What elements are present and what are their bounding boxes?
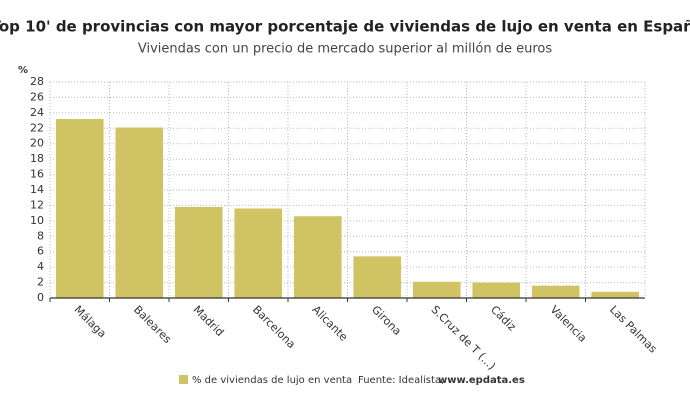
bar (412, 281, 461, 298)
y-tick-label: 22 (30, 121, 44, 134)
source-link: www.epdata.es (438, 375, 525, 386)
bar (591, 291, 640, 298)
x-tick-label: Girona (369, 303, 404, 338)
y-tick-label: 10 (30, 214, 44, 227)
y-tick-label: 6 (37, 245, 44, 258)
y-tick-label: 28 (30, 75, 44, 88)
y-tick-label: 8 (37, 229, 44, 242)
y-tick-label: 4 (37, 260, 44, 273)
y-tick-label: 12 (30, 198, 44, 211)
y-tick-label: 24 (30, 106, 44, 119)
x-tick-label: Málaga (72, 303, 109, 340)
y-tick-label: 2 (37, 276, 44, 289)
x-tick-label: Baleares (131, 303, 174, 346)
x-tick-label: Valencia (548, 303, 590, 345)
y-tick-label: 26 (30, 90, 44, 103)
source: Fuente: Idealista, (358, 375, 444, 386)
bar (293, 216, 342, 298)
bar (174, 206, 223, 298)
bar (55, 119, 104, 299)
x-tick-label: S.Cruz de T (...) (429, 303, 499, 373)
x-tick-label: Las Palmas (607, 303, 660, 356)
y-tick-label: 18 (30, 152, 44, 165)
x-tick-label: Cádiz (488, 303, 519, 334)
bar (531, 285, 580, 298)
y-tick-label: 20 (30, 137, 44, 150)
bar (234, 208, 283, 298)
chart-subtitle: Viviendas con un precio de mercado super… (138, 42, 552, 57)
chart-title: 'Top 10' de provincias con mayor porcent… (0, 18, 690, 36)
y-tick-label: 16 (30, 168, 44, 181)
y-axis-label: % (18, 65, 28, 76)
bar (472, 282, 521, 298)
bar (115, 127, 164, 298)
x-tick-label: Barcelona (250, 303, 298, 351)
y-tick-label: 14 (30, 183, 44, 196)
bar (353, 256, 402, 298)
y-tick-label: 0 (37, 291, 44, 304)
legend-swatch (179, 375, 188, 384)
legend-label: % de viviendas de lujo en venta (192, 375, 352, 386)
x-tick-label: Alicante (310, 303, 351, 344)
x-tick-label: Madrid (191, 303, 227, 339)
